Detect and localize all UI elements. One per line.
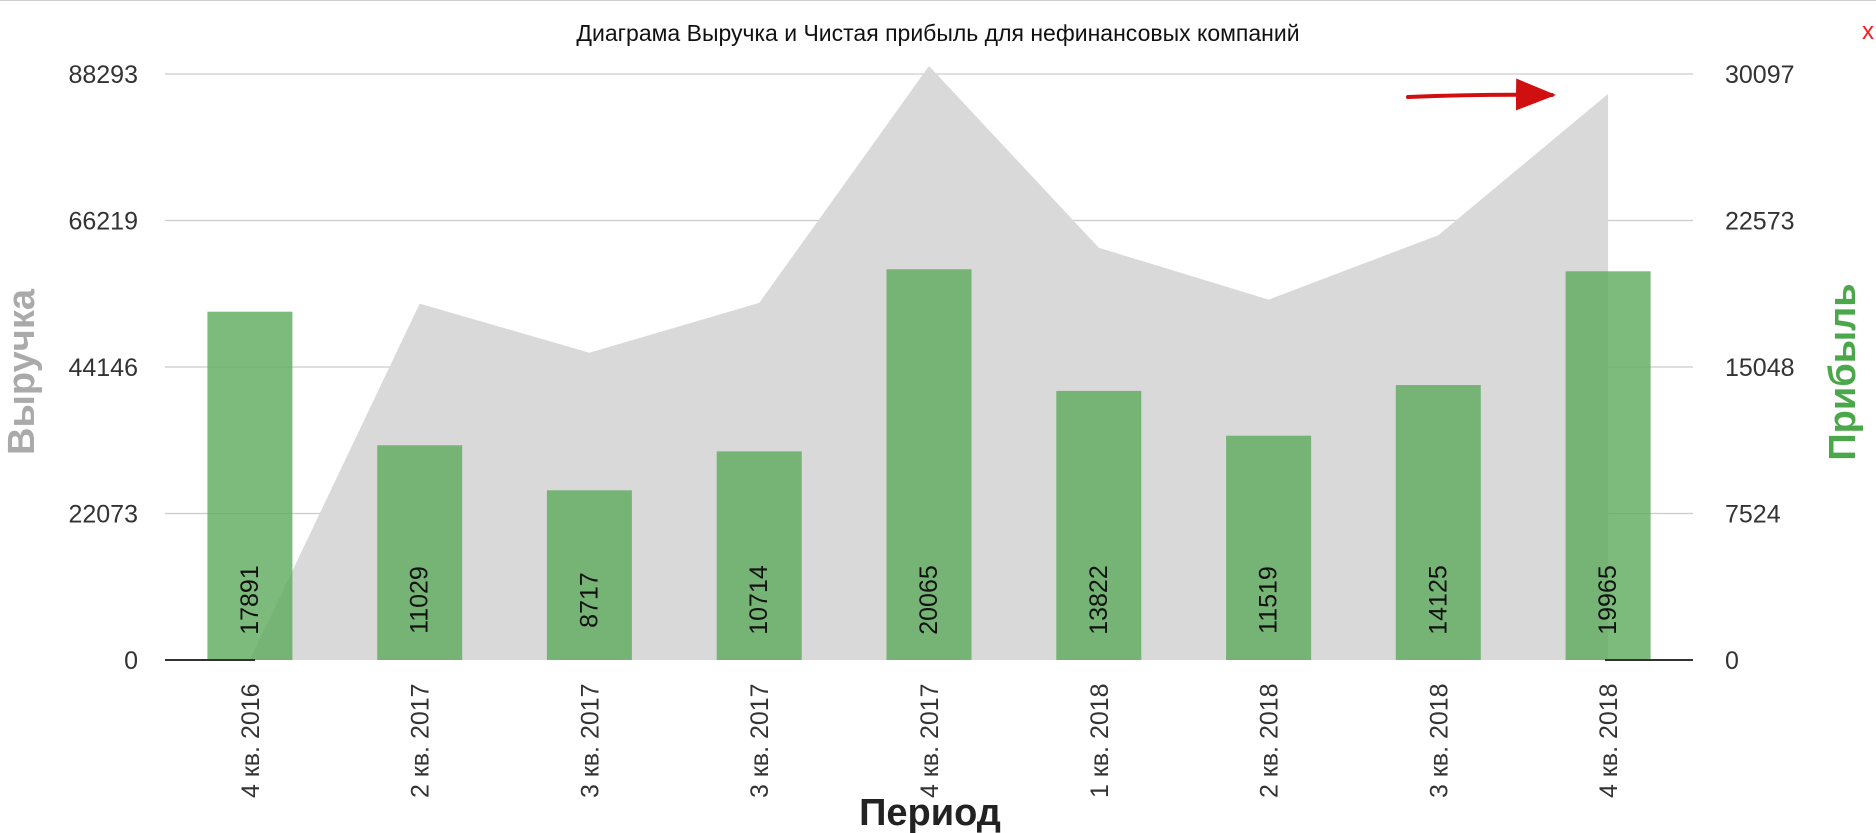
bar-value-label: 8717 [575, 572, 603, 628]
bar-value-label: 19965 [1594, 565, 1622, 635]
profit-bar [1565, 271, 1651, 660]
bar-value-label: 11029 [406, 566, 434, 634]
y-left-tick-label: 88293 [68, 61, 138, 89]
profit-bar [377, 445, 463, 660]
annotations [1406, 78, 1556, 111]
y-left-tick-label: 44146 [68, 354, 138, 382]
y-right-tick-label: 15048 [1725, 354, 1795, 382]
x-tick-label: 4 кв. 2016 [237, 683, 265, 798]
x-axis-title: Период [859, 792, 1001, 833]
profit-bar [207, 311, 293, 660]
profit-bar [546, 490, 632, 660]
bar-value-label: 20065 [915, 565, 943, 635]
profit-bar [1395, 385, 1481, 660]
bar-value-label: 13822 [1085, 565, 1113, 635]
x-tick-label: 3 кв. 2018 [1425, 683, 1453, 798]
y-left-tick-label: 0 [124, 647, 138, 675]
category-labels: 4 кв. 2016 2 кв. 2017 3 кв. 2017 3 кв. 2017… [237, 683, 1623, 798]
profit-bar [1056, 390, 1142, 660]
red-arrow-annotation [1406, 78, 1556, 111]
y-left-tick-label: 66219 [68, 208, 138, 236]
tick-labels: 0 0 22073 7524 44146 15048 66219 22573 88293 3009… [68, 61, 1794, 675]
y-right-axis-title: Прибыль [1822, 283, 1864, 460]
y-right-tick-label: 30097 [1725, 61, 1795, 89]
x-tick-label: 4 кв. 2017 [916, 683, 944, 798]
close-button[interactable]: x [1862, 18, 1874, 45]
top-border [0, 0, 1876, 1]
bar-value-label: 11519 [1255, 566, 1283, 634]
profit-bar [886, 269, 972, 660]
x-tick-label: 1 кв. 2018 [1086, 683, 1114, 798]
x-tick-label: 3 кв. 2017 [746, 683, 774, 798]
profit-bars-layer: 17891 11029 8717 10714 20065 13822 11519 14125 1… [207, 269, 1651, 660]
x-tick-label: 2 кв. 2018 [1256, 683, 1284, 798]
bar-value-label: 10714 [745, 565, 773, 635]
y-right-tick-label: 7524 [1725, 501, 1781, 529]
y-left-axis-title: Выручка [1, 288, 43, 455]
y-left-tick-label: 22073 [68, 501, 138, 529]
y-right-tick-label: 22573 [1725, 208, 1795, 236]
y-right-tick-label: 0 [1725, 647, 1739, 675]
bar-value-label: 17891 [236, 565, 264, 635]
x-tick-label: 4 кв. 2018 [1595, 683, 1623, 798]
bar-value-label: 14125 [1424, 565, 1452, 635]
x-tick-label: 3 кв. 2017 [576, 683, 604, 798]
axis-labels: Период Выручка Прибыль [1, 283, 1864, 833]
profit-bar [716, 451, 802, 660]
x-tick-label: 2 кв. 2017 [407, 683, 435, 798]
profit-bar [1226, 435, 1312, 660]
chart-title: Диаграма Выручка и Чистая прибыль для не… [576, 20, 1300, 46]
